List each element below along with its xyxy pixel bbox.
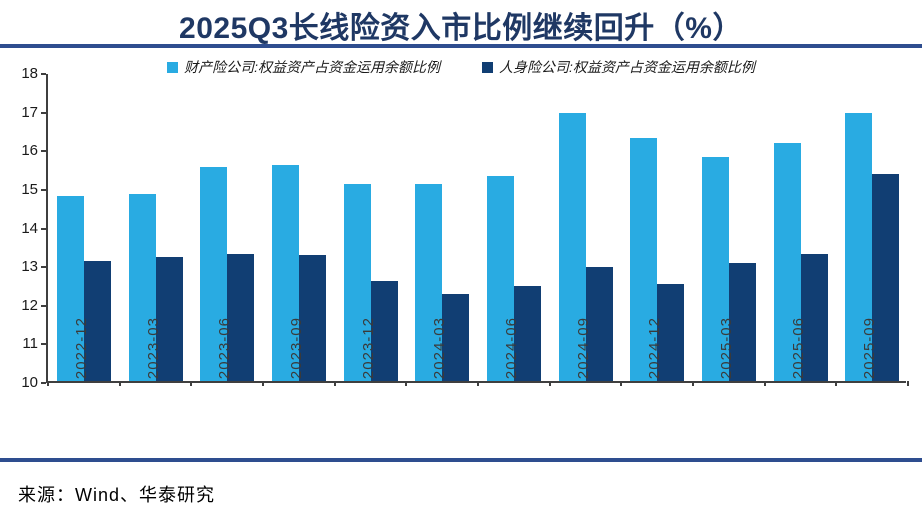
legend-item-life: 人身险公司:权益资产占资金运用余额比例 [482, 57, 755, 77]
bar-property-2023-12 [343, 184, 371, 381]
legend-label-life: 人身险公司:权益资产占资金运用余额比例 [499, 59, 755, 75]
y-axis-label: 15 [21, 180, 38, 198]
y-axis-tick [41, 304, 46, 307]
x-axis-tick [47, 381, 49, 386]
bar-property-2024-03 [415, 184, 443, 381]
y-axis-label: 11 [22, 335, 38, 353]
source-note: 来源：Wind、华泰研究 [18, 485, 216, 505]
x-axis-tick [907, 381, 909, 386]
x-axis-label: 2023-12 [359, 317, 377, 380]
y-axis-tick [41, 266, 46, 269]
bar-life-2025-06 [800, 253, 828, 381]
x-axis-tick [477, 381, 479, 386]
y-axis-tick [41, 150, 46, 153]
x-axis-tick [763, 381, 766, 386]
legend-swatch-life-icon [482, 61, 493, 73]
y-axis-tick [41, 227, 46, 230]
y-axis-tick [41, 343, 46, 346]
y-axis-tick [41, 73, 46, 75]
y-axis-label: 14 [21, 219, 38, 237]
x-axis-label: 2024-09 [574, 317, 592, 380]
legend-item-property: 财产险公司:权益资产占资金运用余额比例 [167, 57, 440, 77]
x-axis-tick [548, 381, 551, 386]
bar-life-2023-03 [155, 257, 183, 381]
bar-life-2024-06 [513, 286, 541, 381]
bar-life-2024-09 [585, 267, 613, 381]
bar-property-2023-03 [128, 193, 156, 381]
y-axis-label: 12 [21, 296, 38, 314]
bar-life-2022-12 [83, 261, 111, 381]
chart-legend: 财产险公司:权益资产占资金运用余额比例 人身险公司:权益资产占资金运用余额比例 [0, 57, 922, 77]
bar-property-2024-12 [630, 137, 658, 381]
y-axis-label: 10 [21, 374, 38, 391]
plot-area [41, 73, 909, 386]
x-axis-label: 2025-03 [717, 317, 735, 380]
bar-property-2025-06 [773, 143, 801, 381]
bar-life-2024-12 [657, 284, 685, 381]
footer-divider [0, 458, 922, 462]
bar-property-2025-09 [845, 112, 873, 381]
y-axis-tick [41, 188, 46, 191]
x-axis-tick [333, 381, 336, 386]
bar-life-2023-06 [227, 253, 255, 381]
x-axis-label: 2024-03 [431, 317, 449, 380]
x-axis-tick [190, 381, 193, 386]
bar-property-2025-03 [701, 156, 729, 381]
x-axis-label: 2024-06 [502, 317, 520, 380]
y-axis-label: 17 [21, 103, 38, 121]
x-axis-tick [405, 381, 408, 386]
legend-swatch-property-icon [167, 61, 179, 73]
x-axis-tick [835, 381, 838, 386]
x-axis-label: 2024-12 [646, 317, 664, 380]
x-axis-label: 2022-12 [72, 317, 90, 380]
x-axis-label: 2023-03 [144, 317, 162, 380]
bar-property-2024-06 [486, 176, 514, 381]
y-axis-tick [41, 111, 46, 114]
bar-life-2025-03 [728, 263, 756, 381]
x-axis-tick [620, 381, 623, 386]
y-axis-tick [41, 382, 46, 384]
y-axis-label: 18 [21, 65, 38, 82]
bar-life-2023-12 [370, 280, 398, 381]
bar-life-2025-09 [872, 174, 900, 381]
legend-label-property: 财产险公司:权益资产占资金运用余额比例 [184, 59, 440, 75]
y-axis-label: 13 [21, 258, 38, 276]
bar-life-2024-03 [442, 294, 470, 381]
x-axis-label: 2025-06 [789, 317, 807, 380]
bar-property-2023-09 [271, 164, 299, 381]
title-divider [0, 44, 922, 48]
x-axis-label: 2023-09 [287, 317, 305, 380]
page-title: 2025Q3长线险资入市比例继续回升（%） [179, 12, 743, 45]
bar-property-2023-06 [200, 166, 228, 381]
bar-property-2022-12 [56, 195, 84, 381]
y-axis-label: 16 [21, 142, 38, 160]
x-axis-tick [692, 381, 694, 386]
x-axis-tick [262, 381, 264, 386]
bar-life-2023-09 [298, 255, 326, 381]
x-axis-label: 2025-09 [861, 317, 879, 380]
x-axis-tick [118, 381, 121, 386]
bar-property-2024-09 [558, 112, 586, 381]
x-axis-label: 2023-06 [216, 317, 234, 380]
